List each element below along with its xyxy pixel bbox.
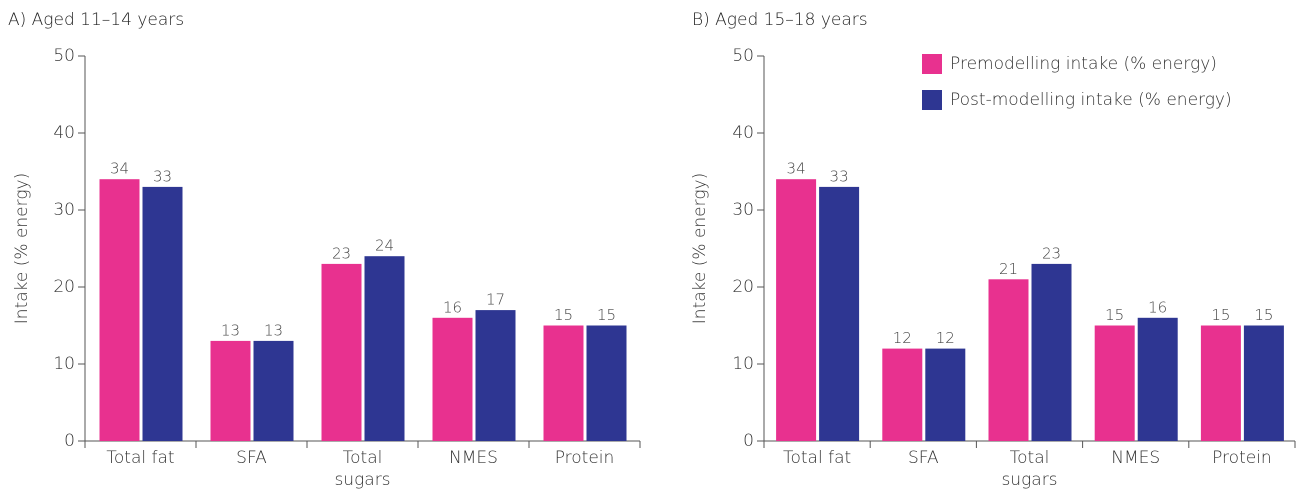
y-tick-label: 10 [732, 354, 754, 374]
value-label: 17 [486, 291, 505, 309]
x-tick-label: NMES [449, 448, 498, 468]
x-tick-label: SFA [236, 448, 267, 468]
x-tick-label: Protein [555, 448, 615, 468]
bar [988, 279, 1029, 441]
y-tick-label: 20 [732, 277, 754, 297]
value-label: 12 [936, 329, 955, 347]
value-label: 33 [830, 167, 849, 185]
legend-label: Post-modelling intake (% energy) [950, 90, 1232, 110]
value-label: 15 [1105, 306, 1124, 324]
y-tick-label: 50 [732, 46, 754, 66]
bar [1137, 317, 1178, 441]
x-tick-label: Total sugars [1001, 448, 1057, 490]
bar [1243, 325, 1284, 441]
y-tick-label: 10 [53, 354, 75, 374]
bar [99, 179, 140, 441]
legend-label: Premodelling intake (% energy) [950, 54, 1217, 74]
y-tick-label: 30 [53, 200, 75, 220]
bar [432, 317, 473, 441]
bar [925, 348, 966, 441]
value-label: 12 [893, 329, 912, 347]
x-tick-label-line: Total [343, 448, 383, 468]
x-tick-label-line: sugars [1001, 470, 1057, 490]
bar [543, 325, 584, 441]
x-tick-label: Protein [1212, 448, 1272, 468]
bar [1094, 325, 1135, 441]
y-tick-label: 20 [53, 277, 75, 297]
y-tick-label: 0 [64, 431, 75, 451]
x-tick-label-line: sugars [334, 470, 390, 490]
value-label: 23 [332, 244, 351, 262]
value-label: 34 [787, 160, 806, 178]
value-label: 33 [153, 167, 172, 185]
bar [819, 186, 860, 441]
value-label: 16 [443, 298, 462, 316]
bar [1031, 263, 1072, 441]
value-label: 15 [554, 306, 573, 324]
x-tick-label: NMES [1111, 448, 1160, 468]
value-label: 34 [110, 160, 129, 178]
bar [1200, 325, 1241, 441]
bar [586, 325, 627, 441]
x-tick-label: SFA [908, 448, 939, 468]
bar [253, 340, 294, 441]
bar [364, 256, 405, 441]
y-tick-label: 30 [732, 200, 754, 220]
value-label: 15 [1254, 306, 1273, 324]
y-tick-label: 50 [53, 46, 75, 66]
bar [210, 340, 251, 441]
chart-title: B) Aged 15–18 years [692, 10, 868, 30]
legend-swatch [922, 90, 942, 110]
value-label: 24 [375, 237, 394, 255]
bar [475, 310, 516, 441]
bar [142, 186, 183, 441]
y-tick-label: 40 [732, 123, 754, 143]
legend-swatch [922, 54, 942, 74]
x-tick-label-line: Total [1010, 448, 1050, 468]
value-label: 16 [1148, 298, 1167, 316]
x-tick-label: Total fat [106, 448, 174, 468]
value-label: 13 [221, 321, 240, 339]
y-tick-label: 40 [53, 123, 75, 143]
value-label: 15 [1211, 306, 1230, 324]
bar [321, 263, 362, 441]
value-label: 13 [264, 321, 283, 339]
value-label: 21 [999, 260, 1018, 278]
x-tick-label: Total sugars [334, 448, 390, 490]
y-axis-label: Intake (% energy) [690, 173, 710, 324]
x-tick-label: Total fat [783, 448, 851, 468]
bar [776, 179, 817, 441]
y-axis-label: Intake (% energy) [12, 173, 32, 324]
value-label: 23 [1042, 244, 1061, 262]
y-tick-label: 0 [743, 431, 754, 451]
value-label: 15 [597, 306, 616, 324]
chart-title: A) Aged 11–14 years [8, 10, 184, 30]
bar [882, 348, 923, 441]
